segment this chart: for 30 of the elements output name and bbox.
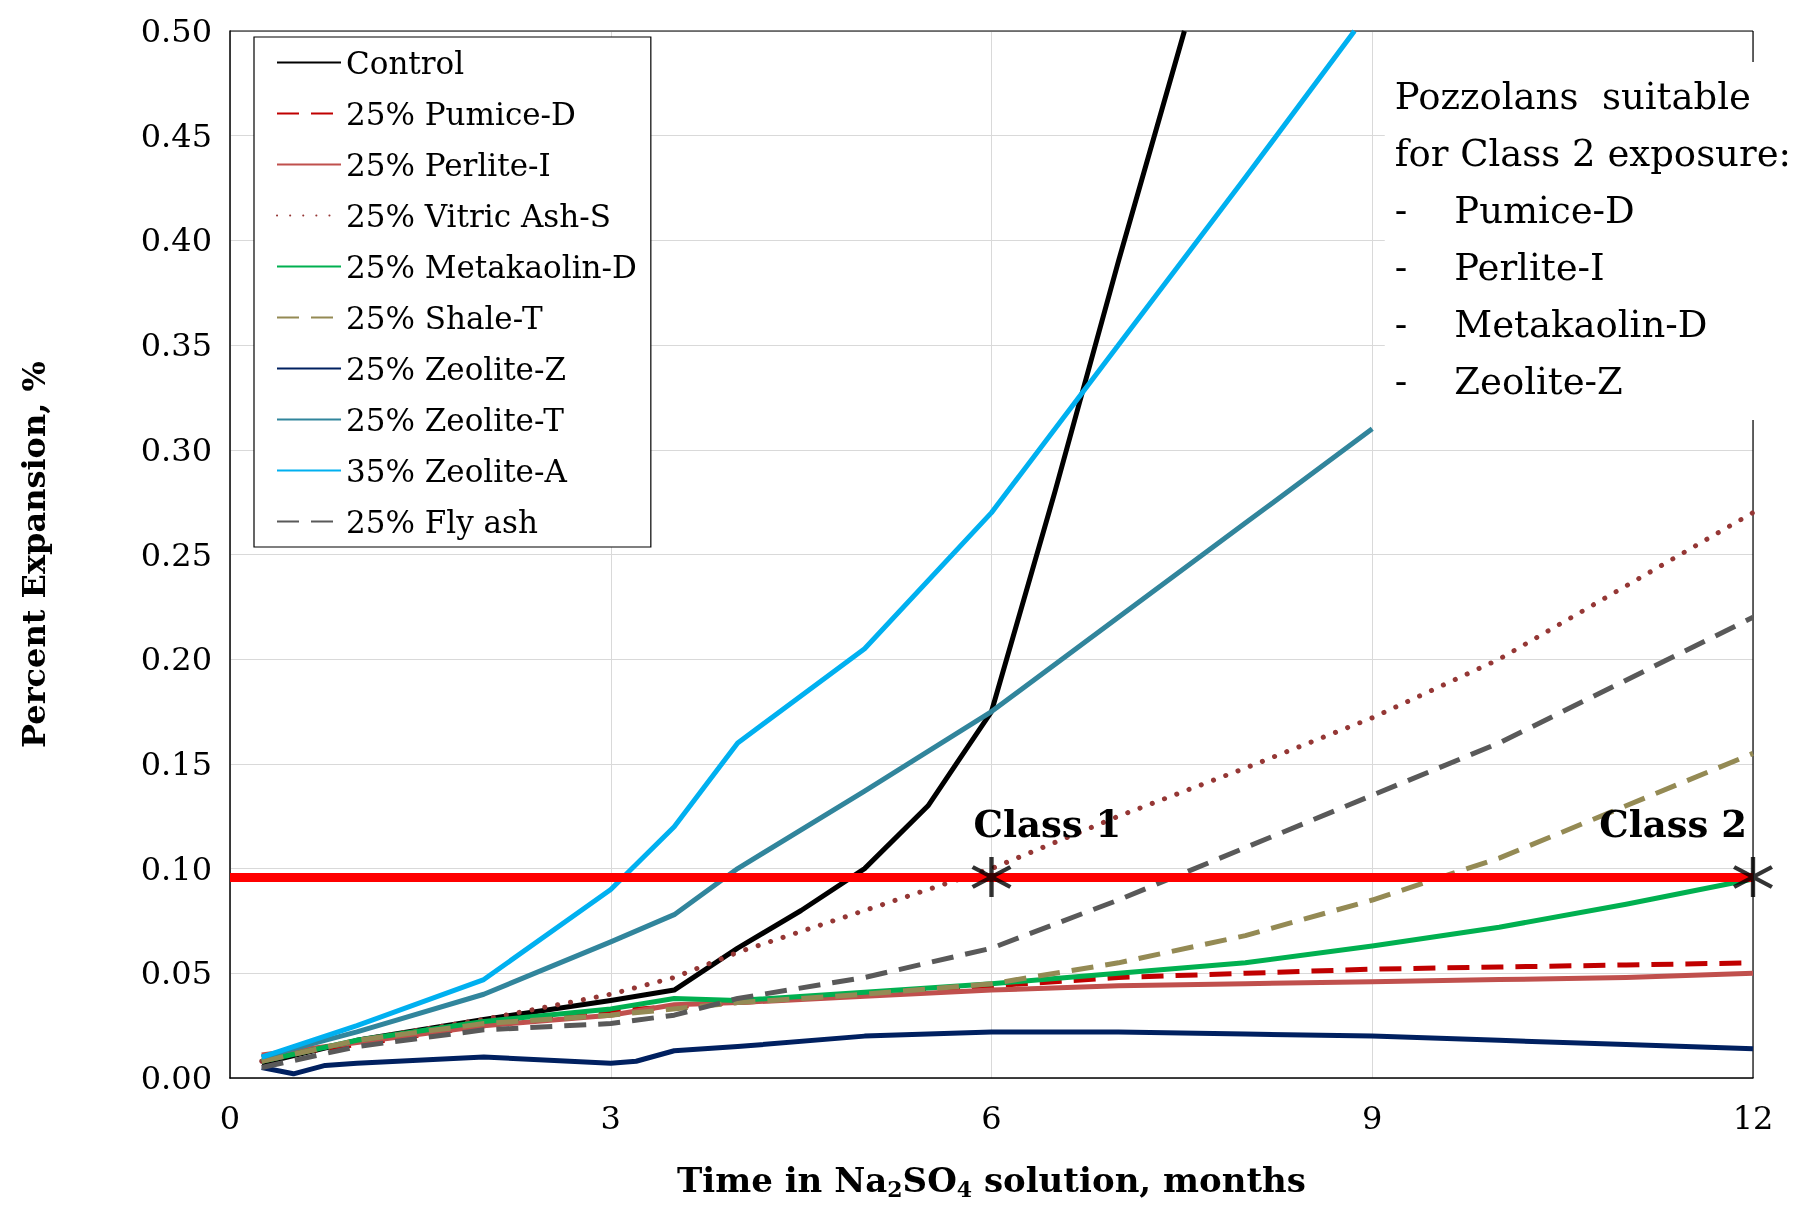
legend-label: 25% Pumice-D (346, 95, 576, 132)
x-tick-label: 6 (981, 1099, 1002, 1137)
legend-label: 25% Perlite-I (346, 146, 551, 183)
legend-label: 35% Zeolite-A (346, 452, 568, 489)
y-tick-label: 0.40 (140, 221, 212, 260)
legend-label: 25% Zeolite-T (346, 401, 565, 438)
x-tick-label: 0 (219, 1099, 241, 1137)
y-axis-title: Percent Expansion, % (15, 361, 53, 748)
y-tick-label: 0.30 (140, 430, 212, 469)
annotation: Pozzolans suitable for Class 2 exposure: - Pumice-D - Perlite-I - Metakaolin-D - Zeolite-Z (1394, 75, 1792, 403)
x-tick-label: 3 (600, 1099, 621, 1137)
legend-label: 25% Metakaolin-D (346, 248, 637, 285)
y-tick-label: 0.10 (140, 849, 212, 888)
y-tick-label: 0.45 (140, 116, 212, 155)
legend-label: 25% Fly ash (346, 503, 538, 540)
legend-label: 25% Shale-T (346, 299, 544, 336)
annotation: Class 1 (973, 802, 1122, 847)
y-tick-label: 0.05 (140, 954, 212, 993)
legend-label: Control (346, 44, 465, 81)
y-tick-label: 0.20 (140, 640, 212, 679)
y-tick-label: 0.25 (140, 535, 212, 574)
y-tick-label: 0.15 (140, 744, 212, 783)
y-tick-label: 0.00 (140, 1059, 212, 1097)
annotation: Class 2 (1599, 802, 1747, 847)
x-tick-label: 12 (1732, 1099, 1774, 1137)
y-tick-label: 0.35 (140, 326, 212, 365)
y-tick-label: 0.50 (140, 12, 212, 50)
legend-label: 25% Zeolite-Z (346, 350, 566, 387)
x-tick-label: 9 (1362, 1099, 1383, 1137)
legend-label: 25% Vitric Ash-S (346, 197, 611, 234)
